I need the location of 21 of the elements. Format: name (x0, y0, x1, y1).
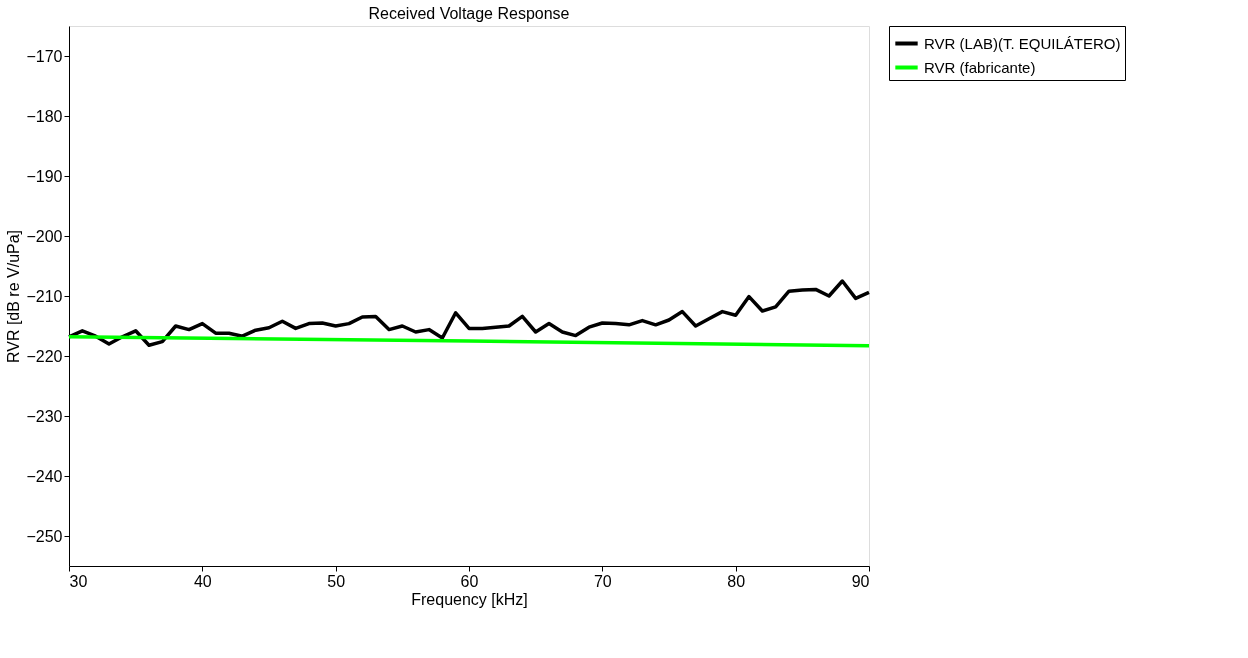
y-tick-label: −210 (26, 287, 63, 305)
y-tick-label: −170 (26, 47, 63, 65)
x-tick-label: 30 (69, 572, 88, 590)
y-tick-label: −190 (26, 167, 63, 185)
x-tick-label: 60 (460, 572, 479, 590)
x-tick-label: 90 (851, 572, 870, 590)
legend-label: RVR (LAB)(T. EQUILÁTERO) (924, 34, 1121, 52)
legend-label: RVR (fabricante) (924, 58, 1036, 76)
y-axis-title: RVR [dB re V/uPa] (5, 229, 23, 364)
x-tick-label: 70 (593, 572, 612, 590)
y-tick-label: −180 (26, 107, 63, 125)
y-tick-label: −250 (26, 527, 63, 545)
x-tick-label: 50 (327, 572, 346, 590)
x-tick-label: 80 (727, 572, 746, 590)
x-axis-title: Frequency [kHz] (411, 590, 528, 608)
chart-title: Received Voltage Response (368, 4, 570, 22)
x-tick-label: 40 (193, 572, 212, 590)
y-tick-label: −220 (26, 347, 63, 365)
y-tick-label: −230 (26, 407, 63, 425)
y-tick-label: −240 (26, 467, 63, 485)
y-tick-label: −200 (26, 227, 63, 245)
